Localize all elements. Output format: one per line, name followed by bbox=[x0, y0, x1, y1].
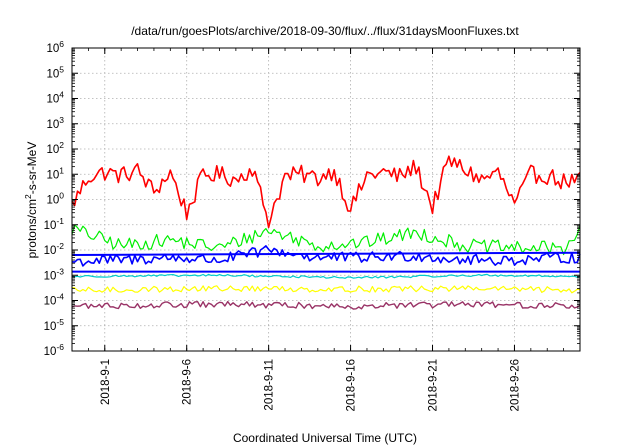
series-line-2 bbox=[71, 224, 581, 256]
series-line-5 bbox=[71, 251, 581, 256]
y-tick-label: 100 bbox=[46, 191, 64, 207]
x-axis-ticks: 2018-9-1 2018-9-6 2018-9-11 2018-9-16 2018-9… bbox=[71, 48, 581, 411]
x-tick-label: 2018-9-16 bbox=[346, 359, 358, 411]
chart-title: /data/run/goesPlots/archive/2018-09-30/f… bbox=[131, 24, 519, 38]
y-tick-label: 10-4 bbox=[44, 292, 65, 308]
y-axis-label: protons/cm2-s-sr-MeV bbox=[23, 142, 39, 259]
y-tick-label: 106 bbox=[46, 39, 64, 55]
y-tick-label: 10-2 bbox=[44, 241, 65, 257]
y-tick-label: 10-6 bbox=[44, 342, 65, 358]
y-tick-label: 10-1 bbox=[44, 216, 65, 232]
series-line-3 bbox=[71, 245, 581, 267]
x-axis-label: Coordinated Universal Time (UTC) bbox=[233, 431, 417, 445]
y-tick-label: 105 bbox=[46, 64, 64, 80]
grid-lines bbox=[72, 48, 580, 351]
x-tick-label: 2018-9-1 bbox=[100, 359, 112, 405]
series-line-7 bbox=[71, 285, 581, 294]
series-line-1 bbox=[71, 155, 581, 229]
y-tick-label: 102 bbox=[46, 140, 64, 156]
x-tick-label: 2018-9-6 bbox=[182, 359, 194, 405]
x-tick-label: 2018-9-21 bbox=[428, 359, 440, 411]
series-line-8 bbox=[71, 300, 581, 310]
y-axis-ticks: 10-6 10-5 10-4 10-3 10-2 10-1 100 101 102 103 104 1… bbox=[44, 39, 580, 358]
y-tick-label: 10-3 bbox=[44, 266, 65, 282]
data-series bbox=[71, 155, 581, 310]
y-tick-label: 103 bbox=[46, 115, 64, 131]
y-tick-label: 10-5 bbox=[44, 317, 65, 333]
series-line-6 bbox=[71, 273, 581, 279]
x-tick-label: 2018-9-11 bbox=[264, 359, 276, 411]
x-tick-label: 2018-9-26 bbox=[509, 359, 521, 411]
y-tick-label: 101 bbox=[46, 165, 64, 181]
y-tick-label: 104 bbox=[46, 90, 64, 106]
